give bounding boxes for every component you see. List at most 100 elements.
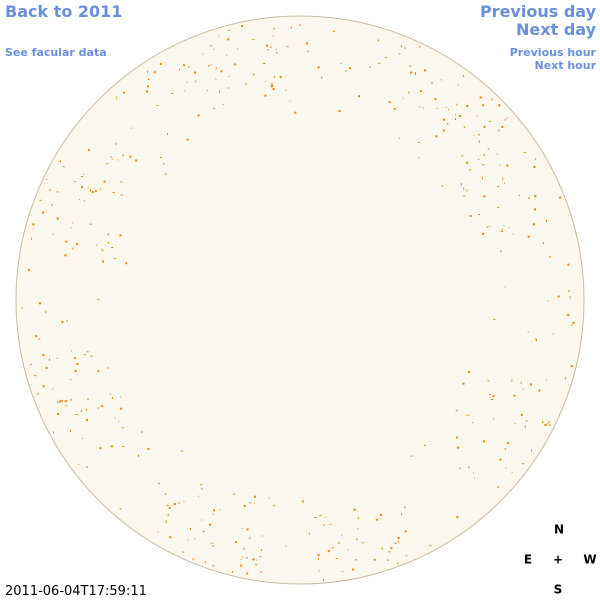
facula: [472, 422, 474, 424]
facula: [147, 447, 150, 450]
facula: [165, 520, 167, 523]
facula: [138, 454, 139, 457]
facula: [483, 153, 485, 156]
facula: [212, 542, 214, 544]
facula: [57, 413, 60, 415]
facula: [491, 98, 493, 101]
facular-data-link[interactable]: See facular data: [5, 46, 107, 59]
facula: [42, 354, 45, 357]
facula: [377, 39, 379, 42]
facula: [246, 572, 249, 575]
facula: [504, 448, 506, 451]
facula: [285, 545, 287, 547]
facula: [227, 87, 230, 89]
facula: [111, 247, 114, 248]
facula: [357, 528, 359, 530]
facula: [66, 319, 68, 322]
facula: [307, 50, 309, 53]
facula: [459, 467, 461, 470]
facula: [183, 64, 186, 67]
facula: [533, 166, 536, 168]
facula: [368, 66, 371, 68]
facula: [306, 42, 309, 45]
facula: [186, 81, 188, 83]
facula: [194, 71, 197, 74]
facula: [491, 399, 493, 400]
facula: [119, 234, 122, 237]
facula: [118, 420, 120, 422]
facula: [419, 45, 421, 48]
facula: [220, 70, 223, 73]
facula: [201, 488, 203, 491]
facula: [476, 115, 478, 117]
facula: [89, 223, 92, 225]
facula: [210, 45, 213, 47]
facula: [469, 215, 472, 217]
next-day-link[interactable]: Next day: [516, 20, 597, 39]
compass-center: +: [553, 553, 563, 567]
facula: [489, 394, 491, 395]
facula: [233, 493, 236, 495]
facula: [82, 437, 83, 439]
facula: [397, 562, 399, 565]
facula: [523, 151, 526, 153]
facula: [459, 115, 462, 117]
facula: [253, 73, 255, 76]
facula: [117, 159, 119, 161]
facula: [535, 157, 537, 160]
facula: [39, 302, 41, 305]
timestamp: 2011-06-04T17:59:11: [5, 584, 147, 599]
facula: [524, 425, 526, 428]
facula: [101, 405, 104, 407]
facula: [440, 79, 442, 81]
facula: [329, 523, 332, 525]
facula: [157, 531, 159, 533]
facula: [357, 516, 359, 519]
previous-hour-link[interactable]: Previous hour: [510, 46, 597, 59]
facula: [514, 422, 516, 424]
facula: [506, 164, 509, 167]
facula: [147, 71, 148, 73]
facula: [213, 107, 215, 109]
facula: [130, 127, 132, 129]
facula: [406, 554, 407, 556]
facula: [505, 467, 507, 469]
facula: [401, 513, 402, 516]
facula: [135, 159, 138, 162]
back-link[interactable]: Back to 2011: [5, 2, 122, 21]
facula: [264, 94, 267, 97]
previous-day-link[interactable]: Previous day: [480, 2, 597, 21]
facula: [74, 369, 77, 372]
facula: [56, 357, 58, 359]
facula: [272, 35, 274, 37]
facula: [241, 25, 244, 28]
next-hour-link[interactable]: Next hour: [535, 59, 597, 72]
facula: [504, 118, 506, 121]
facula: [393, 107, 396, 110]
facula: [520, 413, 523, 416]
facula: [53, 431, 54, 434]
facula: [331, 547, 334, 549]
facula: [254, 502, 256, 504]
facula: [323, 524, 326, 526]
facula: [164, 173, 167, 175]
facula: [266, 44, 268, 47]
facula: [265, 81, 267, 83]
facula: [59, 160, 61, 163]
facula: [570, 365, 573, 368]
facula: [341, 534, 343, 536]
facula: [349, 67, 351, 70]
facula: [373, 558, 376, 561]
facula: [463, 126, 465, 129]
facula: [482, 104, 485, 107]
facula: [534, 208, 536, 211]
facula: [246, 556, 248, 559]
facula: [520, 381, 522, 384]
facula: [429, 545, 432, 547]
facula: [353, 508, 356, 511]
facula: [65, 405, 68, 407]
facula: [492, 395, 495, 398]
facula: [28, 268, 31, 271]
facula: [500, 231, 503, 233]
